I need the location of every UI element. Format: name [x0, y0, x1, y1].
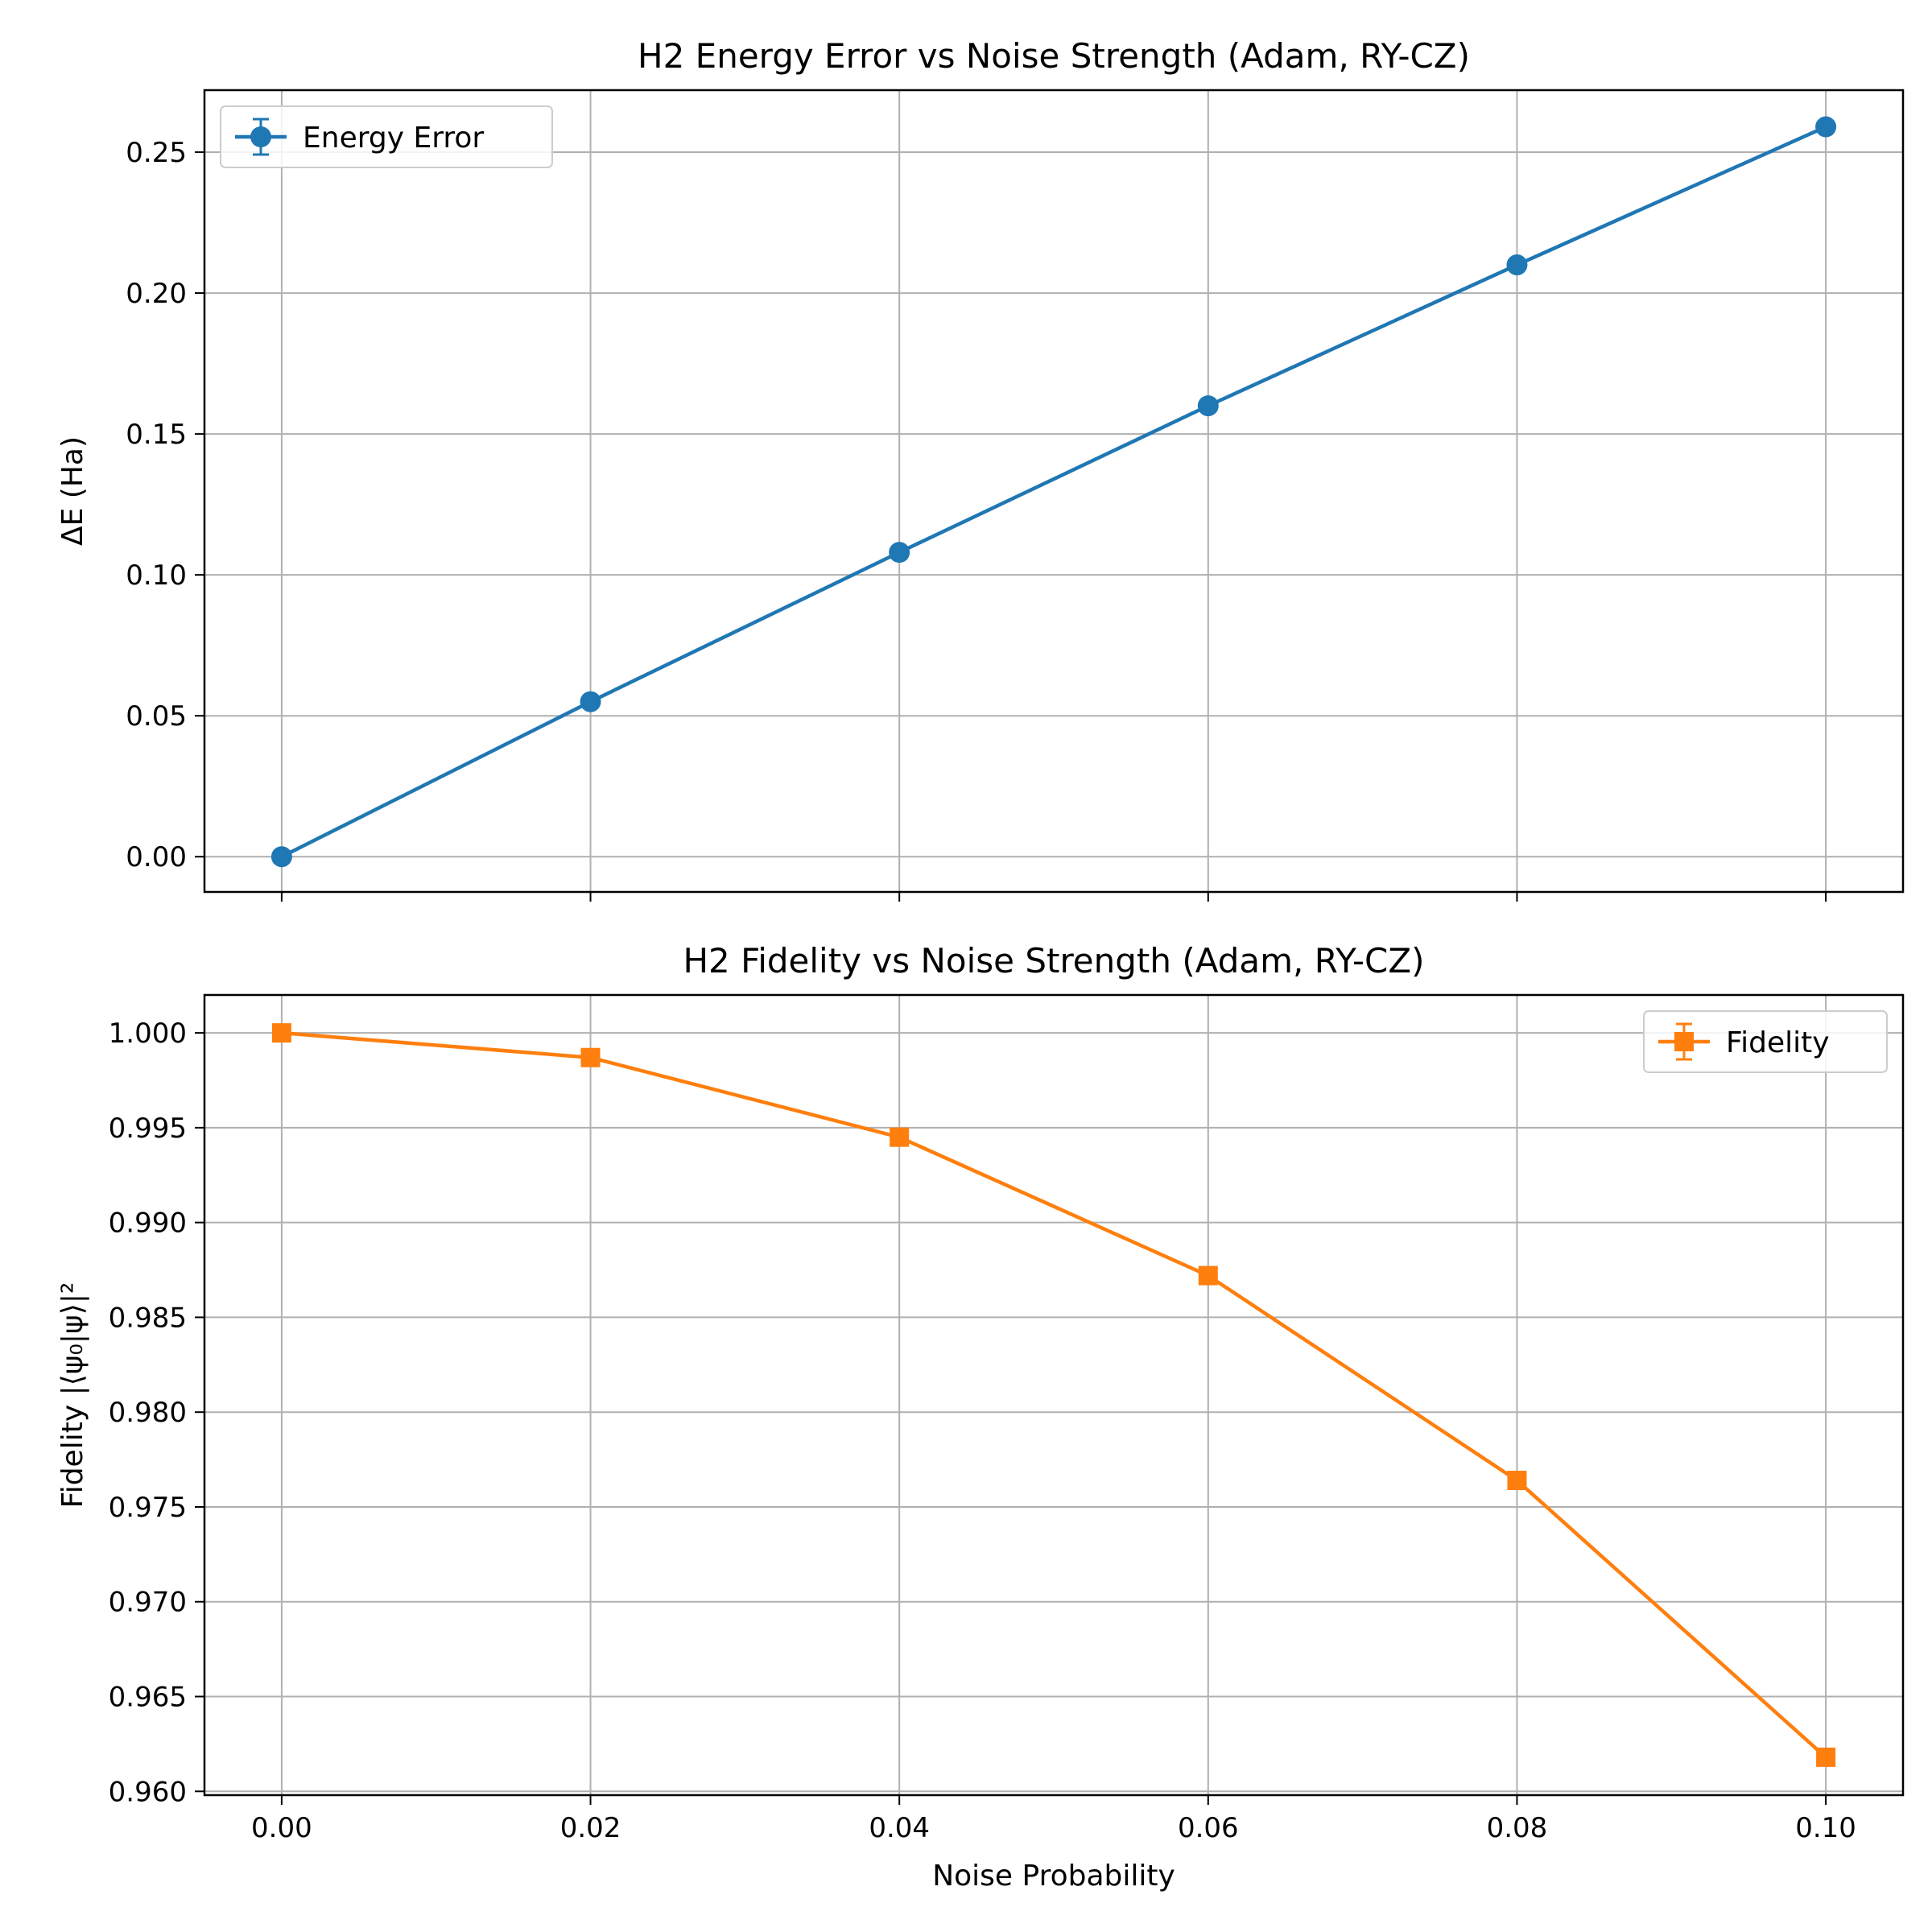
series-line: [280, 125, 1827, 859]
chart-panel-2: 0.00 0.02 0.04 0.06 0.08 0.10 0.960 0.965 0.970 0…: [56, 941, 1905, 1893]
data-point: [580, 691, 601, 712]
data-point: [580, 1047, 601, 1067]
y-tick-label: 0.980: [109, 1397, 187, 1429]
x-tick-label: 0.10: [1795, 1812, 1856, 1844]
data-point: [1197, 395, 1219, 417]
legend: Energy Error: [220, 105, 553, 168]
y-tick-label: 0.970: [109, 1587, 187, 1619]
legend-label: Energy Error: [303, 122, 484, 155]
x-tick-label: 0.02: [560, 1812, 621, 1844]
chart-title: H2 Energy Error vs Noise Strength (Adam,…: [638, 36, 1470, 76]
y-tick-label: 0.20: [126, 278, 187, 310]
y-tick-label: 0.00: [126, 841, 187, 873]
y-tick-label: 0.995: [109, 1113, 187, 1145]
y-tick-label: 0.960: [109, 1776, 187, 1808]
data-point: [1507, 1470, 1527, 1490]
y-tick-label: 0.15: [126, 419, 187, 451]
data-point: [271, 1023, 291, 1043]
legend-box: [220, 105, 553, 168]
legend-marker: [250, 126, 271, 147]
y-tick-label: 0.965: [109, 1682, 187, 1714]
data-point: [1816, 1747, 1836, 1767]
data-point: [890, 1127, 910, 1147]
y-tick-label: 1.000: [109, 1018, 187, 1050]
y-tick-label: 0.985: [109, 1302, 187, 1334]
axes-frame: [203, 993, 1905, 1797]
chart-panel-1: 0.00 0.05 0.10 0.15 0.20 0.25 H2 Energy Error …: [56, 36, 1905, 902]
y-tick-label: 0.975: [109, 1492, 187, 1524]
legend-box: [1643, 1010, 1888, 1073]
y-tick-label: 0.25: [126, 137, 187, 169]
y-tick-label: 0.10: [126, 559, 187, 592]
x-tick-label: 0.00: [251, 1812, 312, 1844]
legend-label: Fidelity: [1726, 1026, 1830, 1059]
data-point: [1506, 254, 1528, 276]
series-line: [281, 1030, 1827, 1759]
legend: Fidelity: [1643, 1010, 1888, 1073]
data-point: [270, 846, 292, 868]
data-point: [1815, 116, 1837, 138]
x-tick-label: 0.06: [1178, 1812, 1239, 1844]
legend-marker: [1674, 1032, 1694, 1051]
y-axis-label: ΔE (Ha): [56, 436, 89, 546]
y-axis-label: Fidelity |⟨ψ₀|ψ⟩|²: [56, 1282, 89, 1509]
axes-frame: [203, 89, 1905, 894]
x-axis-label: Noise Probability: [932, 1860, 1175, 1893]
data-point: [889, 542, 910, 564]
data-point: [1198, 1265, 1218, 1286]
y-tick-label: 0.990: [109, 1208, 187, 1240]
chart-title: H2 Fidelity vs Noise Strength (Adam, RY-…: [683, 941, 1424, 980]
x-tick-label: 0.04: [869, 1812, 930, 1844]
y-tick-label: 0.05: [126, 700, 187, 733]
x-tick-label: 0.08: [1487, 1812, 1548, 1844]
